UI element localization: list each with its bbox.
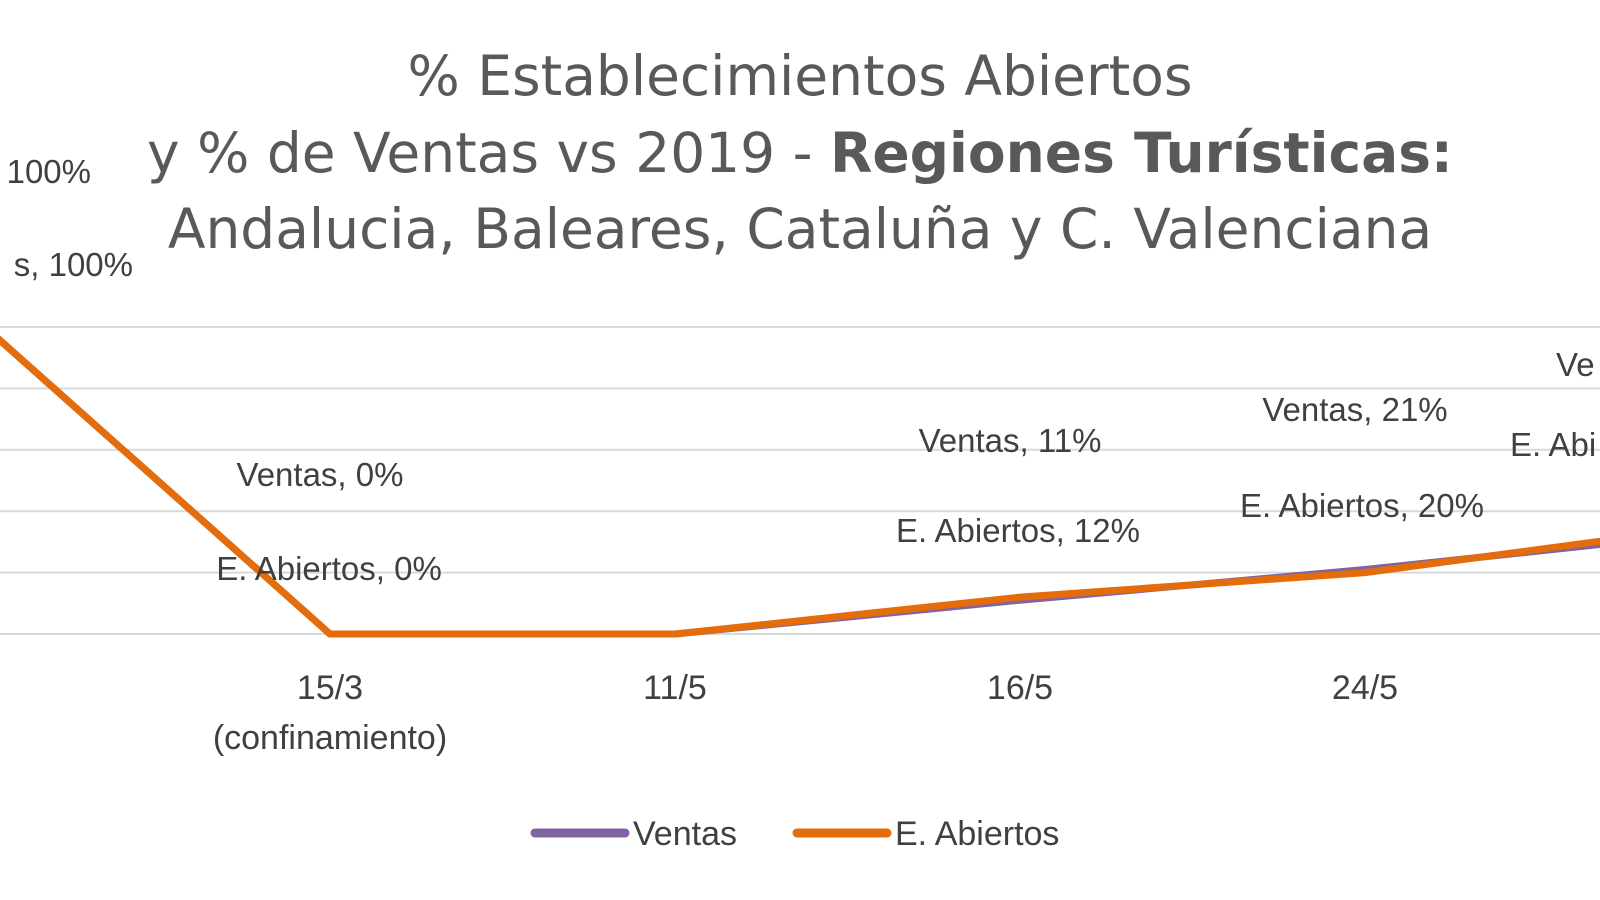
data-label-ventas: Ventas, 21%	[1262, 391, 1447, 428]
x-tick-sublabel: (confinamiento)	[213, 719, 447, 757]
data-label-e-abiertos: E. Abi	[1510, 426, 1596, 463]
legend-label-e-abiertos: E. Abiertos	[895, 815, 1059, 853]
chart-title-line-3: Andalucia, Baleares, Cataluña y C. Valen…	[168, 197, 1432, 261]
chart-title-line-2-regular: y % de Ventas vs 2019 -	[147, 121, 830, 185]
x-tick-label: 15/3	[297, 669, 363, 707]
chart-title-line-1: % Establecimientos Abiertos	[407, 44, 1192, 108]
data-label-ventas: Ventas, 11%	[919, 422, 1102, 459]
data-labels: s, 100% Ventas, 0% Ventas, 11% Ventas, 21% V…	[7, 153, 1597, 587]
legend-label-ventas: Ventas	[633, 815, 737, 853]
x-tick-label: 11/5	[643, 669, 707, 707]
series-lines	[0, 335, 1600, 638]
data-label-ventas: Ve	[1556, 346, 1595, 383]
legend: Ventas E. Abiertos	[530, 815, 1059, 853]
x-tick-label: 16/5	[987, 669, 1053, 707]
data-label-ventas: Ventas, 0%	[237, 456, 404, 493]
x-axis-tick-labels: 15/3 (confinamiento) 11/5 16/5 24/5	[213, 669, 1398, 757]
chart-title: % Establecimientos Abiertos y % de Venta…	[147, 44, 1453, 261]
data-label-e-abiertos: E. Abiertos, 20%	[1240, 487, 1484, 524]
gridlines	[0, 326, 1600, 635]
data-label-ventas: s, 100%	[14, 246, 133, 283]
data-label-e-abiertos: E. Abiertos, 0%	[216, 550, 442, 587]
data-label-e-abiertos: 100%	[7, 153, 91, 190]
series-line-e-abiertos	[0, 335, 1600, 638]
chart-title-line-2: y % de Ventas vs 2019 - Regiones Turísti…	[147, 121, 1453, 185]
x-tick-label: 24/5	[1332, 669, 1398, 707]
data-label-e-abiertos: E. Abiertos, 12%	[896, 512, 1140, 549]
chart-title-line-2-bold: Regiones Turísticas:	[830, 121, 1453, 185]
